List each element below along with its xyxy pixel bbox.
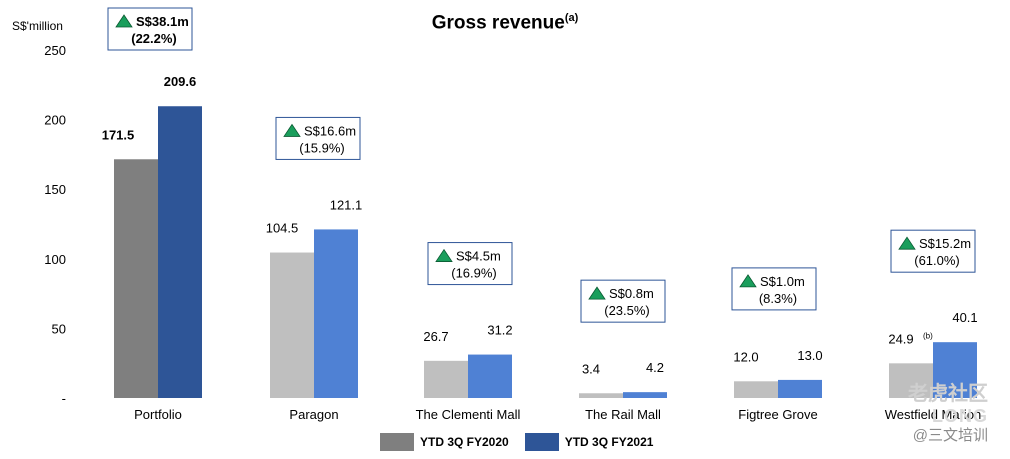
legend-swatch-fy2020 bbox=[380, 433, 414, 451]
data-label: 121.1 bbox=[330, 197, 363, 212]
change-box bbox=[731, 267, 817, 311]
data-label: 24.9 bbox=[888, 331, 913, 346]
data-label: 3.4 bbox=[582, 361, 600, 376]
data-label: 12.0 bbox=[733, 349, 758, 364]
bar-fy2020 bbox=[270, 252, 314, 398]
watermark: 老虎社区 LONG @三文培训 bbox=[908, 383, 988, 444]
y-axis-title: S$'million bbox=[12, 19, 63, 33]
watermark-handle: @三文培训 bbox=[912, 426, 988, 444]
bar-fy2020 bbox=[114, 159, 158, 398]
legend-swatch-fy2021 bbox=[524, 433, 559, 451]
change-percent: (22.2%) bbox=[131, 31, 177, 46]
x-tick-label: Portfolio bbox=[134, 407, 182, 422]
change-box bbox=[427, 242, 513, 286]
change-percent: (16.9%) bbox=[451, 266, 497, 281]
bar-fy2020 bbox=[734, 381, 778, 398]
data-label-footnote: (b) bbox=[923, 331, 933, 340]
bar-fy2021 bbox=[158, 106, 202, 398]
data-label: 26.7 bbox=[423, 329, 448, 344]
y-tick-label: - bbox=[62, 391, 66, 406]
change-percent: (15.9%) bbox=[299, 140, 345, 155]
data-label: 209.6 bbox=[164, 74, 197, 89]
y-tick-label: 50 bbox=[52, 321, 66, 336]
y-tick-label: 250 bbox=[44, 43, 66, 58]
up-triangle-icon bbox=[739, 274, 757, 288]
bar-fy2021 bbox=[314, 229, 358, 398]
data-label: 13.0 bbox=[797, 348, 822, 363]
up-triangle-icon bbox=[435, 248, 453, 262]
change-box bbox=[580, 279, 666, 323]
up-triangle-icon bbox=[283, 123, 301, 137]
change-amount: S$1.0m bbox=[760, 274, 805, 289]
legend: YTD 3Q FY2020 YTD 3Q FY2021 bbox=[380, 433, 653, 451]
y-tick-label: 200 bbox=[44, 113, 66, 128]
change-box bbox=[107, 7, 193, 51]
legend-label-fy2021: YTD 3Q FY2021 bbox=[564, 435, 654, 449]
change-box bbox=[890, 229, 976, 273]
x-tick-label: Westfield Marion bbox=[885, 407, 982, 422]
up-triangle-icon bbox=[115, 14, 133, 28]
bar-fy2020 bbox=[579, 393, 623, 398]
change-percent: (8.3%) bbox=[759, 291, 797, 306]
y-tick-label: 150 bbox=[44, 182, 66, 197]
data-label: 31.2 bbox=[487, 323, 512, 338]
title-footnote: (a) bbox=[564, 12, 579, 24]
x-tick-label: The Clementi Mall bbox=[416, 407, 521, 422]
bar-fy2020 bbox=[424, 360, 468, 398]
bar-fy2021 bbox=[468, 354, 512, 398]
x-tick-label: Paragon bbox=[289, 407, 338, 422]
legend-item-fy2020: YTD 3Q FY2020 bbox=[380, 433, 509, 451]
up-triangle-icon bbox=[898, 236, 916, 250]
change-amount: S$15.2m bbox=[919, 236, 971, 251]
chart-title: Gross revenue(a) bbox=[431, 12, 579, 34]
change-percent: (61.0%) bbox=[914, 253, 960, 268]
change-amount: S$38.1m bbox=[136, 14, 189, 29]
data-label: 40.1 bbox=[952, 310, 977, 325]
watermark-logo: LONG bbox=[932, 406, 988, 426]
data-label: 4.2 bbox=[646, 360, 664, 375]
bar-fy2020 bbox=[889, 363, 933, 398]
bar-fy2021 bbox=[778, 379, 822, 398]
legend-label-fy2020: YTD 3Q FY2020 bbox=[420, 435, 509, 449]
change-percent: (23.5%) bbox=[604, 303, 650, 318]
data-label: 104.5 bbox=[266, 221, 299, 236]
legend-item-fy2021: YTD 3Q FY2021 bbox=[524, 433, 654, 451]
x-tick-label: The Rail Mall bbox=[585, 407, 661, 422]
change-amount: S$4.5m bbox=[456, 249, 501, 264]
bar-fy2021 bbox=[933, 342, 977, 398]
y-tick-label: 100 bbox=[44, 252, 66, 267]
data-label: 171.5 bbox=[102, 127, 135, 142]
change-amount: S$16.6m bbox=[304, 123, 356, 138]
x-tick-label: Figtree Grove bbox=[738, 407, 817, 422]
bar-fy2021 bbox=[623, 392, 667, 398]
up-triangle-icon bbox=[588, 286, 606, 300]
bar-chart: S$'million - 50 100 150 200 250 171.5 209.6 Portf… bbox=[12, 7, 982, 422]
change-amount: S$0.8m bbox=[609, 286, 654, 301]
change-box bbox=[275, 116, 361, 160]
watermark-brand: 老虎社区 bbox=[908, 383, 988, 405]
